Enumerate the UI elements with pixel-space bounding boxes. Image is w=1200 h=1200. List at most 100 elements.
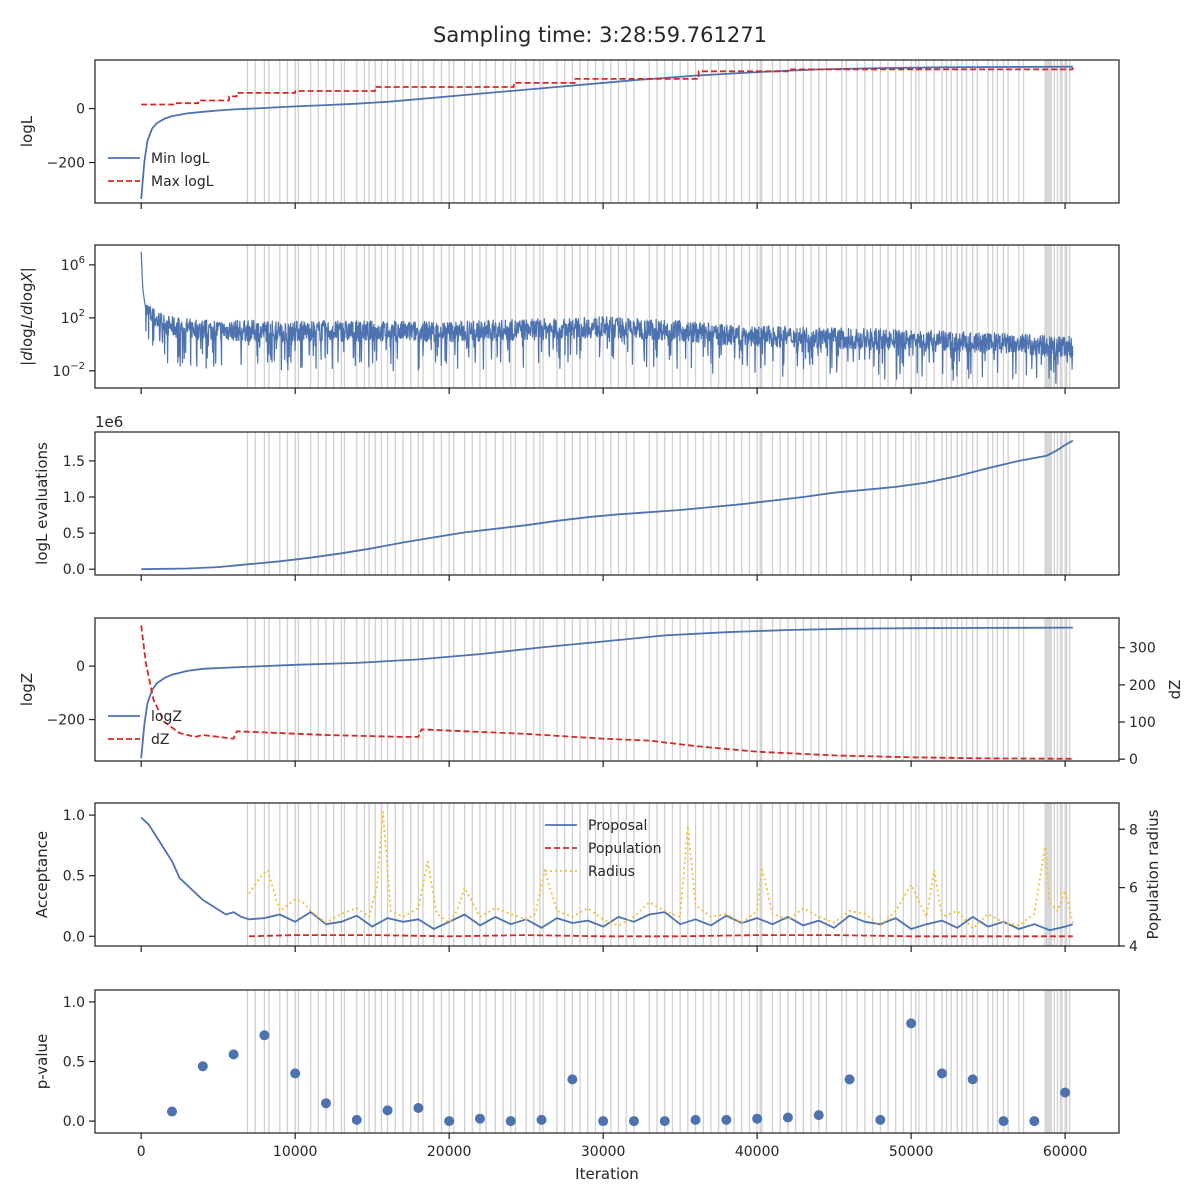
y-tick-label: −200 <box>47 713 85 729</box>
data-point <box>628 1116 639 1127</box>
vline-group <box>246 60 1071 203</box>
data-point <box>906 1018 917 1029</box>
data-point <box>197 1061 208 1072</box>
y-tick-label-right: 300 <box>1129 641 1156 657</box>
panel-logl: 0 −200 logL Min logL Max logL <box>18 59 1120 209</box>
y-tick-label-right: 6 <box>1129 881 1138 897</box>
legend-label: logZ <box>151 709 182 725</box>
data-point <box>598 1116 609 1127</box>
series-line <box>141 439 1074 571</box>
data-point <box>567 1074 578 1085</box>
data-point <box>967 1074 978 1085</box>
y-tick-label: 10−2 <box>52 361 85 380</box>
x-tick-label: 40000 <box>735 1144 780 1160</box>
y-tick-label: 0 <box>76 659 85 675</box>
y-tick-label: 1.0 <box>63 490 85 506</box>
data-point <box>320 1098 331 1109</box>
data-point <box>752 1113 763 1124</box>
data-point <box>536 1114 547 1125</box>
panel-acceptance: 0.0 0.5 1.0 4 6 8 Acceptance Population radiu… <box>33 802 1162 955</box>
series-line <box>140 65 1073 200</box>
x-tick-label: 20000 <box>427 1144 472 1160</box>
data-point <box>166 1106 177 1117</box>
data-point <box>1060 1087 1071 1098</box>
data-point <box>382 1105 393 1116</box>
y-tick-label: 102 <box>61 308 85 327</box>
x-tick-label: 0 <box>137 1144 146 1160</box>
panel-pvalue: 0 10000 20000 30000 40000 50000 60000 0.0 0.5 1.0… <box>33 989 1120 1183</box>
panel-evaluations: 0.0 0.5 1.0 1.5 logL evaluations 1e6 <box>33 413 1120 581</box>
data-point <box>1029 1116 1040 1127</box>
panel-dlogl: 106 102 10−2 |dlogL/dlogX| <box>18 244 1120 394</box>
series-line <box>140 625 1073 760</box>
legend-label: Max logL <box>151 174 214 190</box>
vline-group <box>246 618 1071 761</box>
y-tick-label: 0 <box>76 102 85 118</box>
y-tick-label-right: 0 <box>1129 752 1138 768</box>
data-point <box>505 1116 516 1127</box>
data-point <box>290 1068 301 1079</box>
data-point <box>998 1116 1009 1127</box>
legend-logz: logZ dZ <box>108 709 182 748</box>
data-point <box>721 1114 732 1125</box>
y-tick-label-right: 100 <box>1129 715 1156 731</box>
series-line <box>141 67 1074 106</box>
ylabel-population-radius: Population radius <box>1144 809 1162 939</box>
vline-group <box>246 990 1071 1133</box>
legend-logl: Min logL Max logL <box>108 151 214 190</box>
figure-title: Sampling time: 3:28:59.761271 <box>433 23 767 47</box>
legend-label: dZ <box>151 732 169 748</box>
series-line <box>248 810 1074 930</box>
legend-label: Radius <box>588 864 635 880</box>
legend-label: Proposal <box>588 818 647 834</box>
legend-label: Min logL <box>151 151 210 167</box>
y-tick-label: −200 <box>47 156 85 172</box>
xlabel-iteration: Iteration <box>575 1165 639 1183</box>
series-line <box>248 934 1073 938</box>
y-tick-label: 1.0 <box>63 808 85 824</box>
data-point <box>690 1114 701 1125</box>
x-tick-label: 60000 <box>1043 1144 1088 1160</box>
ylabel-dlogl: |dlogL/dlogX| <box>18 267 36 366</box>
y-tick-label: 0.0 <box>63 929 85 945</box>
x-tick-label: 10000 <box>273 1144 318 1160</box>
data-point <box>875 1114 886 1125</box>
axes-frame <box>94 617 1120 762</box>
offset-text: 1e6 <box>95 413 123 431</box>
y-tick-label-right: 4 <box>1129 939 1138 955</box>
y-tick-label: 1.5 <box>63 454 85 470</box>
data-point <box>413 1102 424 1113</box>
y-tick-label: 0.5 <box>63 526 85 542</box>
ylabel-dz: dZ <box>1166 680 1184 700</box>
ylabel-evaluations: logL evaluations <box>33 442 51 565</box>
y-tick-label: 1.0 <box>63 995 85 1011</box>
vline-group <box>246 245 1071 388</box>
data-point <box>444 1116 455 1127</box>
axes-frame <box>94 431 1120 576</box>
legend-acceptance: Proposal Population Radius <box>545 818 662 880</box>
y-tick-label: 0.5 <box>63 1055 85 1071</box>
data-point <box>813 1110 824 1121</box>
axes-frame <box>94 802 1120 947</box>
data-point <box>228 1049 239 1060</box>
data-point <box>844 1074 855 1085</box>
x-tick-label: 50000 <box>889 1144 934 1160</box>
y-tick-label: 106 <box>61 255 85 274</box>
series-line <box>140 816 1074 932</box>
data-point <box>474 1113 485 1124</box>
y-tick-label-right: 200 <box>1129 678 1156 694</box>
data-point <box>782 1112 793 1123</box>
y-tick-label: 0.0 <box>63 1114 85 1130</box>
series-line <box>140 251 1074 384</box>
axes-frame <box>94 989 1120 1134</box>
axes-frame <box>94 59 1120 204</box>
x-tick-label: 30000 <box>581 1144 626 1160</box>
series-line <box>140 626 1073 759</box>
vline-group <box>246 432 1071 575</box>
data-point <box>659 1116 670 1127</box>
ylabel-acceptance: Acceptance <box>33 831 51 918</box>
data-point <box>351 1114 362 1125</box>
ylabel-logz: logZ <box>18 673 36 706</box>
ylabel-pvalue: p-value <box>33 1034 51 1090</box>
